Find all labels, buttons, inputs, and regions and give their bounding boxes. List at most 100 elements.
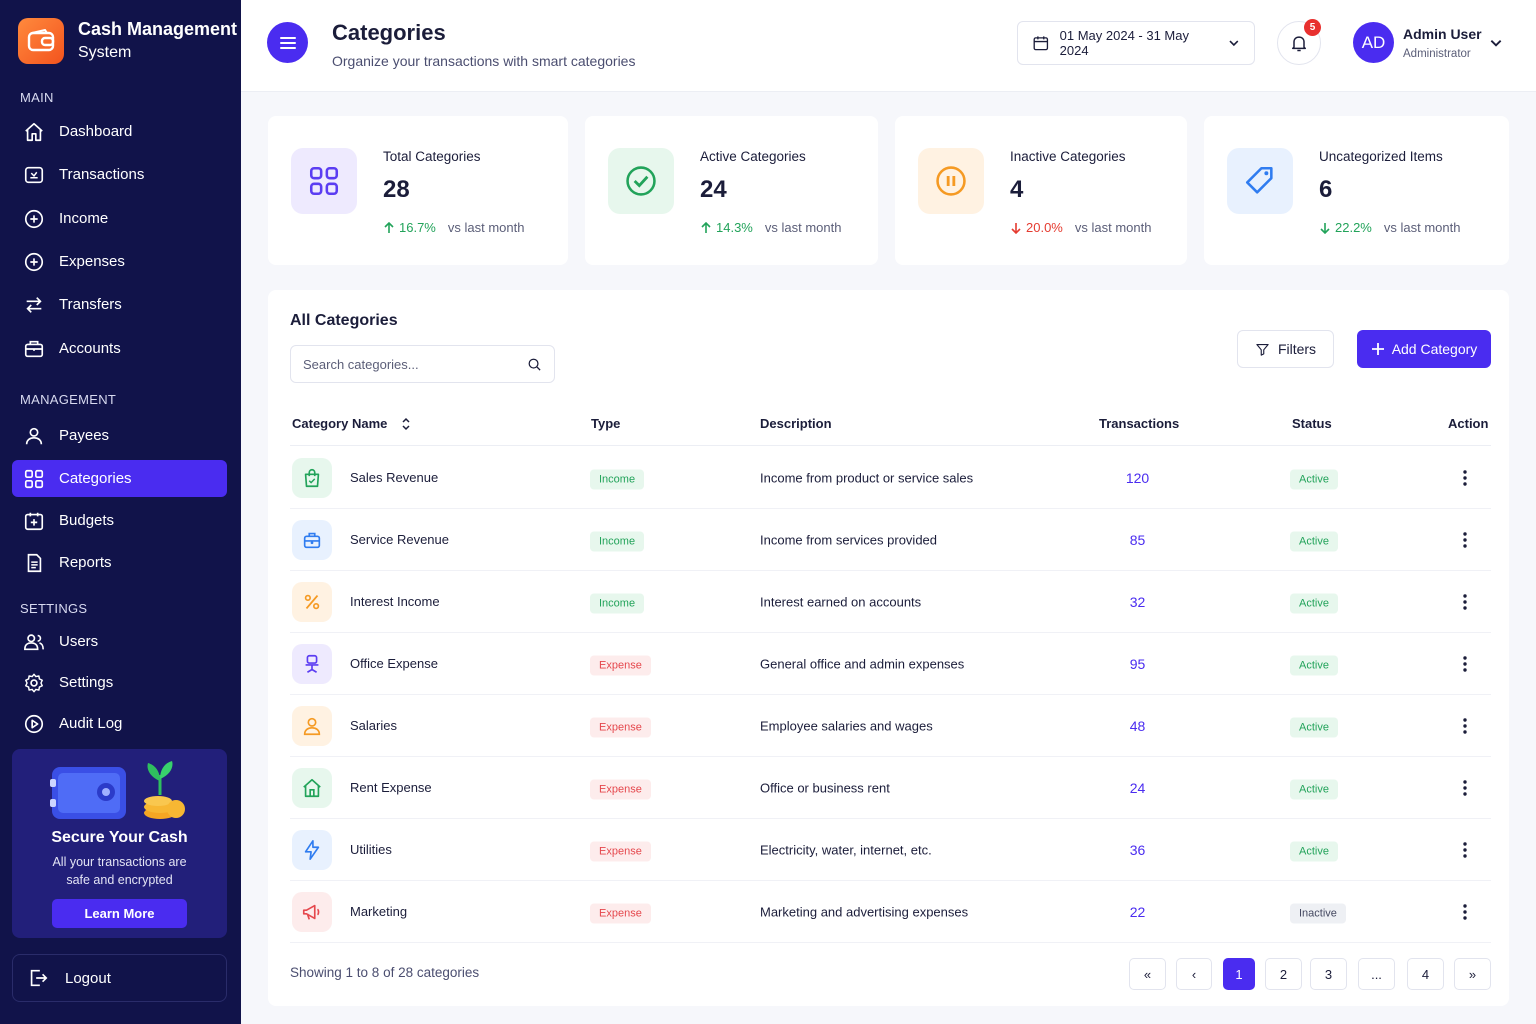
column-header-category-name[interactable]: Category Name <box>292 416 411 431</box>
page-3-button[interactable]: 3 <box>1310 958 1347 990</box>
arrow-up-icon <box>701 221 711 233</box>
search-icon[interactable] <box>527 357 542 372</box>
table-header: Category Name Type Description Transacti… <box>290 408 1491 446</box>
sidebar-item-expenses[interactable]: Expenses <box>12 243 227 280</box>
kebab-menu-icon <box>1463 469 1467 486</box>
type-badge: Income <box>590 531 645 551</box>
stat-card-inactive-categories: Inactive Categories 4 20.0% vs last mont… <box>895 116 1187 265</box>
sidebar-item-label: Income <box>59 210 109 227</box>
avatar[interactable]: AD <box>1353 22 1394 63</box>
table-row[interactable]: Sales Revenue Income Income from product… <box>290 447 1491 509</box>
stat-trend: 16.7% vs last month <box>383 220 524 235</box>
sidebar-item-accounts[interactable]: Accounts <box>12 330 227 367</box>
status-cell: Inactive <box>1290 903 1346 923</box>
logout-button[interactable]: Logout <box>12 954 227 1002</box>
sidebar-item-budgets[interactable]: Budgets <box>12 502 227 539</box>
sidebar-item-audit-log[interactable]: Audit Log <box>12 705 227 742</box>
stat-percent: 14.3% <box>716 220 753 235</box>
status-cell: Active <box>1290 655 1338 675</box>
type-badge: Income <box>590 469 645 489</box>
stat-value: 6 <box>1319 176 1333 203</box>
search-box[interactable] <box>290 345 555 383</box>
brand-name: Cash Management System <box>78 17 237 65</box>
page-last-button[interactable]: » <box>1454 958 1491 990</box>
kebab-menu-icon <box>1463 903 1467 920</box>
notification-badge: 5 <box>1304 19 1321 36</box>
page-first-button[interactable]: « <box>1129 958 1166 990</box>
category-name: Salaries <box>350 718 397 733</box>
stat-label: Uncategorized Items <box>1319 149 1443 164</box>
kebab-menu-icon <box>1463 593 1467 610</box>
page-4-button[interactable]: 4 <box>1407 958 1444 990</box>
status-cell: Active <box>1290 593 1338 613</box>
table-row[interactable]: Service Revenue Income Income from servi… <box>290 509 1491 571</box>
filters-button[interactable]: Filters <box>1237 330 1334 368</box>
type-cell: Expense <box>590 903 651 923</box>
row-actions-button[interactable] <box>1455 530 1475 550</box>
stat-icon <box>291 148 357 214</box>
user-name[interactable]: Admin User <box>1403 26 1482 42</box>
stat-trend: 20.0% vs last month <box>1010 220 1151 235</box>
sidebar-item-label: Budgets <box>59 512 115 529</box>
shopping-bag-icon <box>292 457 332 498</box>
row-actions-button[interactable] <box>1455 716 1475 736</box>
users-icon <box>24 633 44 650</box>
menu-toggle-button[interactable] <box>267 22 308 63</box>
sidebar-item-payees[interactable]: Payees <box>12 417 227 454</box>
type-cell: Expense <box>590 717 651 737</box>
row-actions-button[interactable] <box>1455 778 1475 798</box>
page-2-button[interactable]: 2 <box>1265 958 1302 990</box>
pause-circle-icon <box>936 166 966 196</box>
calendar-icon <box>1033 36 1049 51</box>
sidebar-item-categories[interactable]: Categories <box>12 460 227 497</box>
status-badge: Active <box>1290 531 1338 551</box>
table-row[interactable]: Office Expense Expense General office an… <box>290 633 1491 695</box>
date-range-picker[interactable]: 01 May 2024 - 31 May 2024 <box>1017 21 1255 65</box>
page-prev-button[interactable]: ‹ <box>1176 958 1212 990</box>
stat-card-active-categories: Active Categories 24 14.3% vs last month <box>585 116 878 265</box>
stat-value: 24 <box>700 176 727 203</box>
add-category-button[interactable]: Add Category <box>1357 330 1491 368</box>
table-row[interactable]: Marketing Expense Marketing and advertis… <box>290 881 1491 943</box>
lightning-icon <box>304 839 320 860</box>
sidebar-item-users[interactable]: Users <box>12 623 227 660</box>
sidebar-item-reports[interactable]: Reports <box>12 544 227 581</box>
row-actions-button[interactable] <box>1455 902 1475 922</box>
category-name: Office Expense <box>350 656 438 671</box>
page-1-button[interactable]: 1 <box>1223 958 1255 990</box>
sidebar-item-income[interactable]: Income <box>12 200 227 237</box>
sidebar-item-transactions[interactable]: Transactions <box>12 156 227 193</box>
category-name-cell: Marketing <box>292 891 407 932</box>
description-cell: Office or business rent <box>760 780 890 795</box>
sidebar-item-transfers[interactable]: Transfers <box>12 286 227 323</box>
table-row[interactable]: Interest Income Income Interest earned o… <box>290 571 1491 633</box>
notifications-button[interactable]: 5 <box>1277 19 1321 65</box>
promo-card: Secure Your Cash All your transactions a… <box>12 749 227 938</box>
page-subtitle: Organize your transactions with smart ca… <box>332 53 636 69</box>
sort-icon[interactable] <box>401 417 411 431</box>
row-actions-button[interactable] <box>1455 840 1475 860</box>
table-row[interactable]: Utilities Expense Electricity, water, in… <box>290 819 1491 881</box>
category-name: Utilities <box>350 842 392 857</box>
house-icon <box>292 767 332 808</box>
briefcase-icon <box>303 532 321 548</box>
stat-trend: 22.2% vs last month <box>1319 220 1460 235</box>
type-cell: Expense <box>590 841 651 861</box>
sidebar-item-label: Settings <box>59 674 114 691</box>
grid-icon <box>24 469 44 488</box>
hamburger-icon <box>279 36 296 49</box>
stat-comparison: vs last month <box>764 220 842 235</box>
chevron-down-icon[interactable] <box>1489 36 1503 50</box>
table-row[interactable]: Salaries Expense Employee salaries and w… <box>290 695 1491 757</box>
row-actions-button[interactable] <box>1455 592 1475 612</box>
office-chair-icon <box>292 643 332 684</box>
row-actions-button[interactable] <box>1455 654 1475 674</box>
table-row[interactable]: Rent Expense Expense Office or business … <box>290 757 1491 819</box>
plus-icon <box>1371 343 1384 355</box>
row-actions-button[interactable] <box>1455 468 1475 488</box>
search-input[interactable] <box>303 356 527 372</box>
sidebar-item-settings[interactable]: Settings <box>12 664 227 701</box>
learn-more-button[interactable]: Learn More <box>52 899 187 928</box>
sidebar-item-dashboard[interactable]: Dashboard <box>12 113 227 150</box>
page-title: Categories <box>332 20 446 45</box>
